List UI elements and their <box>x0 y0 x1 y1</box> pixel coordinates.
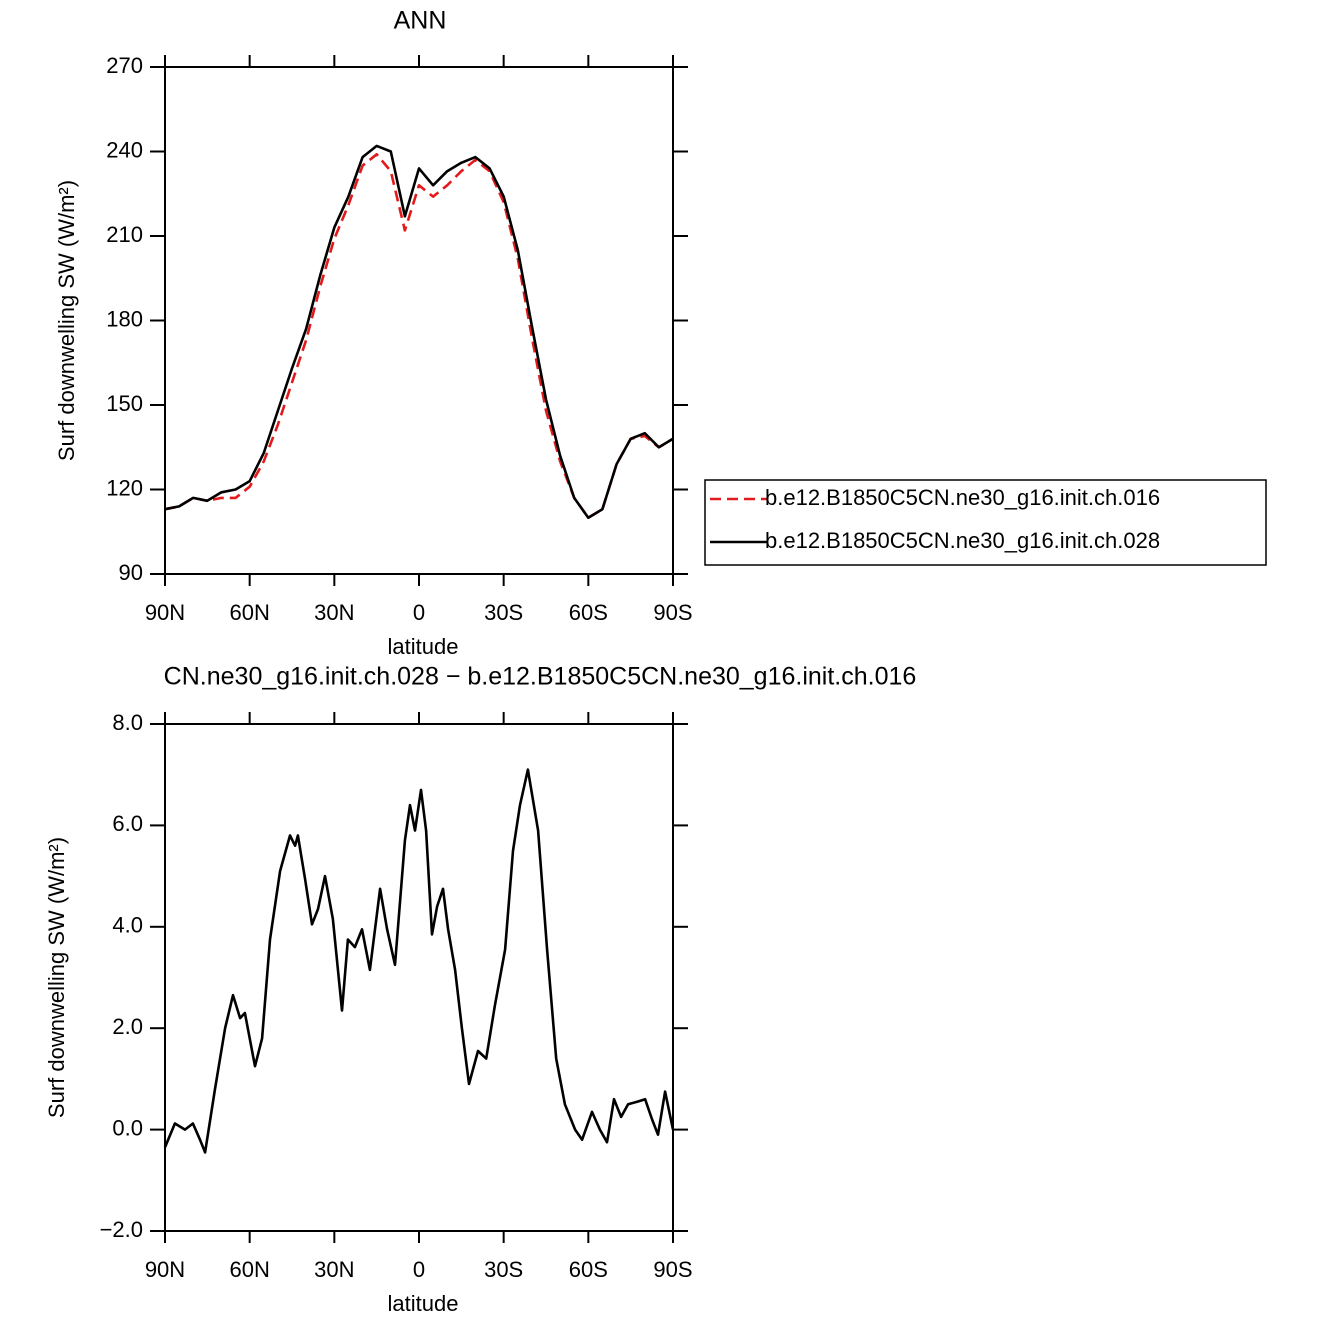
data-line <box>163 768 675 1154</box>
x-tick-label: 90S <box>653 600 692 625</box>
y-tick-label: 210 <box>106 222 143 247</box>
legend-label: b.e12.B1850C5CN.ne30_g16.init.ch.016 <box>765 485 1160 510</box>
x-tick-label: 90N <box>145 600 185 625</box>
chart-title: ANN <box>394 7 447 35</box>
y-tick-label: 150 <box>106 391 143 416</box>
y-axis-label: Surf downwelling SW (W/m²) <box>54 180 79 461</box>
chart-title: CN.ne30_g16.init.ch.028 − b.e12.B1850C5C… <box>164 663 917 691</box>
y-tick-label: 0.0 <box>112 1115 143 1140</box>
x-tick-label: 30N <box>314 600 354 625</box>
x-tick-label: 90S <box>653 1257 692 1282</box>
y-tick-label: 4.0 <box>112 913 143 938</box>
y-tick-label: 6.0 <box>112 811 143 836</box>
x-tick-label: 60S <box>569 600 608 625</box>
x-axis-label: latitude <box>388 1291 459 1316</box>
y-tick-label: 270 <box>106 53 143 78</box>
legend-label: b.e12.B1850C5CN.ne30_g16.init.ch.028 <box>765 528 1160 553</box>
data-line <box>164 144 674 519</box>
x-tick-label: 60N <box>229 1257 269 1282</box>
legend-box <box>704 479 1267 566</box>
y-tick-label: −2.0 <box>100 1217 143 1242</box>
x-tick-label: 30N <box>314 1257 354 1282</box>
x-tick-label: 90N <box>145 1257 185 1282</box>
x-tick-label: 0 <box>413 1257 425 1282</box>
y-tick-label: 8.0 <box>112 710 143 735</box>
x-tick-label: 60N <box>229 600 269 625</box>
y-tick-label: 180 <box>106 306 143 331</box>
plot-frame <box>164 723 674 1232</box>
x-tick-label: 30S <box>484 600 523 625</box>
y-tick-label: 240 <box>106 137 143 162</box>
y-tick-label: 120 <box>106 475 143 500</box>
y-tick-label: 2.0 <box>112 1014 143 1039</box>
x-axis-label: latitude <box>388 634 459 659</box>
y-axis-label: Surf downwelling SW (W/m²) <box>44 837 69 1118</box>
x-tick-label: 30S <box>484 1257 523 1282</box>
y-tick-label: 90 <box>119 560 143 585</box>
data-line <box>164 153 674 519</box>
x-tick-label: 60S <box>569 1257 608 1282</box>
plot-frame <box>164 66 674 575</box>
x-tick-label: 0 <box>413 600 425 625</box>
